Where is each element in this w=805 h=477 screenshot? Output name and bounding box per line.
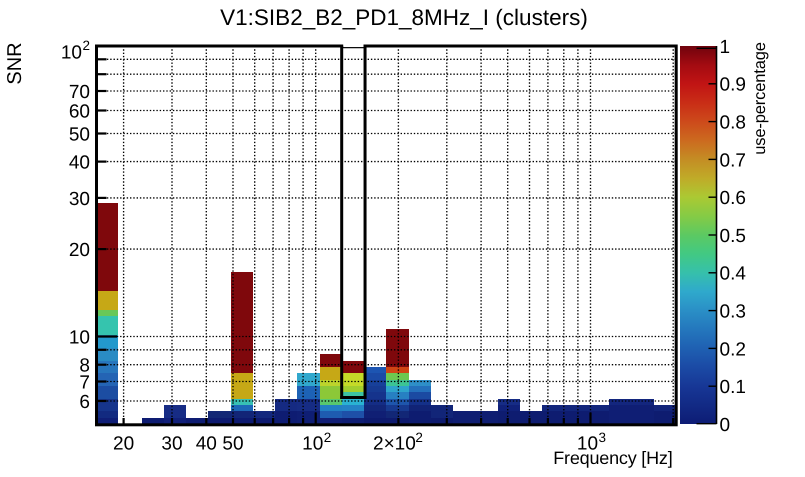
svg-text:2: 2 <box>415 430 423 445</box>
svg-text:70: 70 <box>69 82 90 103</box>
svg-text:30: 30 <box>69 189 90 210</box>
svg-text:0: 0 <box>720 415 731 436</box>
svg-text:6: 6 <box>79 392 90 413</box>
svg-text:use-percentage: use-percentage <box>751 42 769 155</box>
svg-text:50: 50 <box>69 124 90 145</box>
svg-text:2: 2 <box>324 430 332 445</box>
svg-text:8: 8 <box>79 356 90 377</box>
svg-text:30: 30 <box>161 434 182 455</box>
svg-text:2×10: 2×10 <box>373 434 416 455</box>
svg-text:10: 10 <box>61 43 82 64</box>
svg-text:0.6: 0.6 <box>720 188 746 209</box>
svg-text:0.8: 0.8 <box>720 113 746 134</box>
svg-text:0.2: 0.2 <box>720 339 746 360</box>
svg-text:Frequency [Hz]: Frequency [Hz] <box>553 448 672 468</box>
svg-text:7: 7 <box>79 372 90 393</box>
svg-text:V1:SIB2_B2_PD1_8MHz_I (cluster: V1:SIB2_B2_PD1_8MHz_I (clusters) <box>220 5 588 30</box>
svg-text:20: 20 <box>113 434 134 455</box>
svg-text:0.3: 0.3 <box>720 302 746 323</box>
svg-text:20: 20 <box>69 240 90 261</box>
svg-text:0.7: 0.7 <box>720 150 746 171</box>
svg-text:10: 10 <box>302 434 323 455</box>
svg-text:50: 50 <box>222 434 243 455</box>
svg-text:10: 10 <box>69 327 90 348</box>
svg-text:2: 2 <box>83 38 91 53</box>
svg-text:40: 40 <box>69 153 90 174</box>
svg-text:60: 60 <box>69 101 90 122</box>
svg-text:40: 40 <box>196 434 217 455</box>
svg-text:0.5: 0.5 <box>720 226 746 247</box>
svg-text:0.4: 0.4 <box>720 264 747 285</box>
svg-text:0.1: 0.1 <box>720 377 746 398</box>
svg-text:10: 10 <box>577 434 598 455</box>
svg-text:0.9: 0.9 <box>720 75 746 96</box>
svg-text:3: 3 <box>599 430 607 445</box>
svg-text:SNR: SNR <box>4 42 26 84</box>
svg-text:1: 1 <box>720 37 731 58</box>
